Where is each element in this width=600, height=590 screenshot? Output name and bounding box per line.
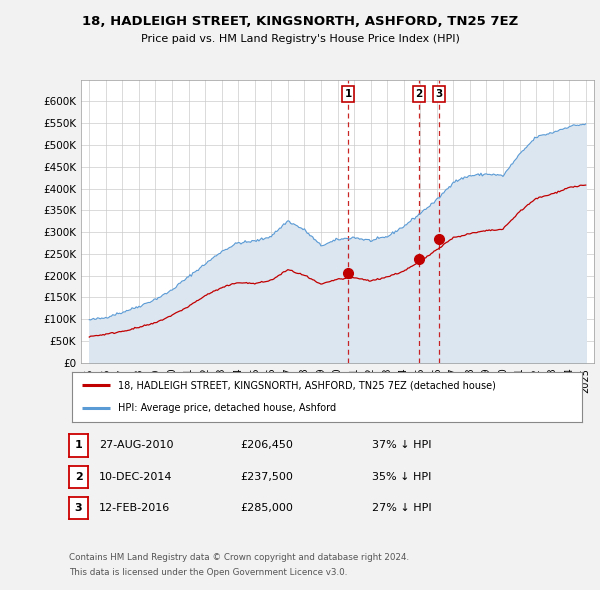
Text: HPI: Average price, detached house, Ashford: HPI: Average price, detached house, Ashf… bbox=[118, 404, 336, 414]
Text: 2: 2 bbox=[416, 89, 423, 99]
Text: 2: 2 bbox=[75, 472, 82, 481]
Text: 35% ↓ HPI: 35% ↓ HPI bbox=[372, 472, 431, 481]
Text: £206,450: £206,450 bbox=[240, 441, 293, 450]
Text: 3: 3 bbox=[435, 89, 442, 99]
Text: This data is licensed under the Open Government Licence v3.0.: This data is licensed under the Open Gov… bbox=[69, 568, 347, 577]
Text: 18, HADLEIGH STREET, KINGSNORTH, ASHFORD, TN25 7EZ (detached house): 18, HADLEIGH STREET, KINGSNORTH, ASHFORD… bbox=[118, 380, 496, 390]
Text: 1: 1 bbox=[75, 441, 82, 450]
Text: Contains HM Land Registry data © Crown copyright and database right 2024.: Contains HM Land Registry data © Crown c… bbox=[69, 553, 409, 562]
Text: 1: 1 bbox=[344, 89, 352, 99]
Text: Price paid vs. HM Land Registry's House Price Index (HPI): Price paid vs. HM Land Registry's House … bbox=[140, 34, 460, 44]
Text: 18, HADLEIGH STREET, KINGSNORTH, ASHFORD, TN25 7EZ: 18, HADLEIGH STREET, KINGSNORTH, ASHFORD… bbox=[82, 15, 518, 28]
Text: 3: 3 bbox=[75, 503, 82, 513]
Text: 27% ↓ HPI: 27% ↓ HPI bbox=[372, 503, 431, 513]
Text: 37% ↓ HPI: 37% ↓ HPI bbox=[372, 441, 431, 450]
Text: £237,500: £237,500 bbox=[240, 472, 293, 481]
Text: 10-DEC-2014: 10-DEC-2014 bbox=[99, 472, 173, 481]
Text: 27-AUG-2010: 27-AUG-2010 bbox=[99, 441, 173, 450]
Text: 12-FEB-2016: 12-FEB-2016 bbox=[99, 503, 170, 513]
Text: £285,000: £285,000 bbox=[240, 503, 293, 513]
